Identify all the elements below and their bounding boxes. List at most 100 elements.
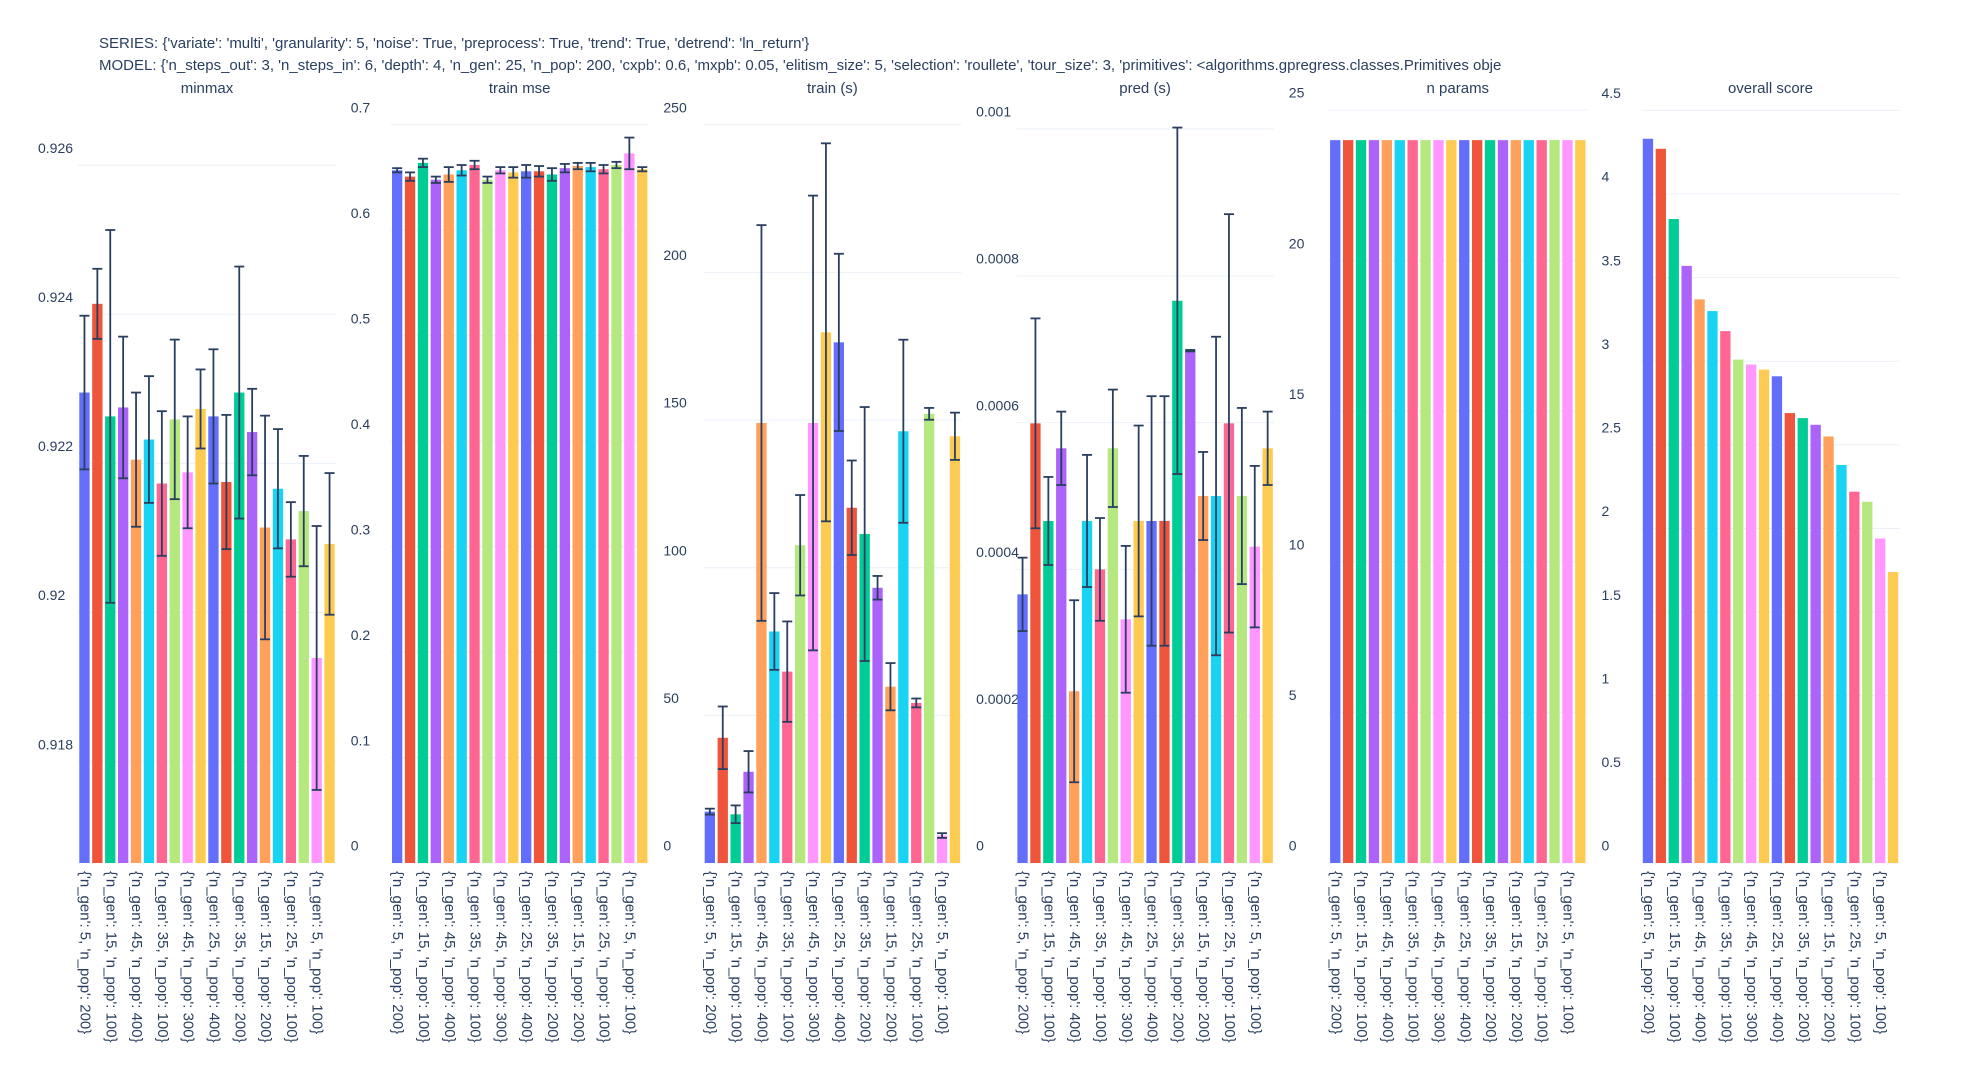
bar	[1536, 140, 1547, 863]
y-tick-label: 0.922	[38, 438, 73, 454]
bar	[1236, 496, 1248, 863]
error-bar	[846, 459, 857, 556]
x-tick-label: {'n_gen': 15, 'n_pop': 200}	[1821, 871, 1838, 1043]
error-bar	[546, 167, 557, 182]
bar	[1823, 436, 1834, 863]
x-tick-label: {'n_gen': 35, 'n_pop': 100}	[1717, 871, 1734, 1043]
y-tick-label: 0.918	[38, 736, 73, 752]
y-tick-label: 0.0008	[976, 251, 1019, 267]
y-tick-label: 0.0006	[976, 397, 1019, 413]
error-bar	[156, 410, 167, 557]
error-bar	[572, 161, 583, 171]
error-bar	[534, 165, 545, 178]
y-tick-label: 0	[1602, 838, 1610, 854]
x-tick-label: {'n_gen': 35, 'n_pop': 100}	[1092, 871, 1109, 1043]
x-tick-label: {'n_gen': 35, 'n_pop': 200}	[1482, 871, 1499, 1043]
bar	[1459, 140, 1470, 863]
bar	[1745, 364, 1757, 863]
bar	[1120, 619, 1131, 863]
error-bar	[769, 592, 780, 671]
x-tick-label: {'n_gen': 25, 'n_pop': 400}	[1144, 871, 1161, 1043]
x-tick-label: {'n_gen': 25, 'n_pop': 100}	[1534, 871, 1551, 1043]
error-bar	[456, 164, 467, 177]
error-bar	[1094, 517, 1105, 622]
error-bar	[872, 575, 883, 601]
error-bar	[118, 335, 129, 480]
subplot: overall score 0 0.5 1 1.5 2 2.5 3 3.5 4 4.5 {'n_gen…	[1602, 80, 1900, 1043]
x-tick-label: {'n_gen': 5, 'n_pop': 100}	[1559, 871, 1576, 1034]
error-bar	[143, 375, 154, 504]
error-bar	[1172, 126, 1183, 475]
x-tick-label: {'n_gen': 5, 'n_pop': 200}	[76, 871, 93, 1034]
x-tick-label: {'n_gen': 25, 'n_pop': 100}	[1221, 871, 1238, 1043]
bar	[743, 771, 754, 863]
bar	[1223, 423, 1235, 863]
error-bar	[585, 161, 596, 173]
subplot: train (s) 0 50 100 150 200 250 {'n_gen': 5, 'n_…	[663, 80, 962, 1043]
error-bar	[624, 136, 635, 171]
bar	[1862, 501, 1873, 863]
error-bar	[482, 175, 493, 184]
x-tick-label: {'n_gen': 25, 'n_pop': 400}	[1769, 871, 1786, 1043]
x-tick-label: {'n_gen': 35, 'n_pop': 100}	[154, 871, 171, 1043]
bar	[391, 170, 403, 863]
y-tick-label: 15	[1289, 386, 1305, 402]
bar	[495, 170, 506, 863]
bar	[1330, 140, 1341, 863]
x-tick-label: {'n_gen': 5, 'n_pop': 200}	[389, 871, 406, 1034]
bar	[1262, 448, 1273, 863]
x-tick-label: {'n_gen': 15, 'n_pop': 200}	[1195, 871, 1212, 1043]
bar	[1056, 448, 1067, 863]
error-bar	[704, 807, 715, 816]
x-tick-label: {'n_gen': 25, 'n_pop': 400}	[831, 871, 848, 1043]
bar	[259, 527, 271, 863]
y-tick-label: 1	[1602, 670, 1610, 686]
y-tick-label: 0.0002	[976, 691, 1019, 707]
bar	[1681, 265, 1692, 863]
error-bar	[637, 166, 648, 173]
bar	[1094, 569, 1106, 863]
bar	[456, 170, 467, 863]
bar	[221, 482, 232, 863]
error-bar	[208, 348, 219, 485]
x-tick-label: {'n_gen': 35, 'n_pop': 200}	[857, 871, 874, 1043]
error-bar	[79, 314, 90, 471]
bar	[1081, 520, 1093, 863]
subplot: n params 0 5 10 15 20 25 {'n_gen': 5, 'n_pop': …	[1289, 80, 1587, 1043]
error-bar	[730, 804, 741, 825]
bar	[130, 459, 142, 863]
x-tick-label: {'n_gen': 45, 'n_pop': 400}	[1066, 871, 1083, 1043]
y-tick-label: 0	[1289, 838, 1297, 854]
error-bar	[717, 705, 728, 770]
error-bar	[169, 338, 180, 501]
subplot-title: pred (s)	[1119, 80, 1171, 97]
bar	[1758, 369, 1770, 863]
bar	[846, 507, 857, 863]
x-tick-label: {'n_gen': 15, 'n_pop': 100}	[102, 871, 119, 1043]
error-bar	[1249, 465, 1260, 629]
error-bar	[311, 525, 322, 791]
bar	[756, 422, 767, 863]
y-tick-label: 0.926	[38, 140, 73, 156]
error-bar	[833, 252, 844, 432]
bar	[949, 436, 961, 863]
bar	[1210, 496, 1222, 863]
bar	[1133, 520, 1144, 863]
y-tick-label: 50	[663, 690, 679, 706]
x-tick-label: {'n_gen': 15, 'n_pop': 100}	[1353, 871, 1370, 1043]
bar	[1497, 140, 1509, 863]
x-tick-label: {'n_gen': 25, 'n_pop': 100}	[283, 871, 300, 1043]
bar	[1707, 311, 1718, 863]
bar	[246, 432, 258, 863]
bar	[1523, 140, 1534, 863]
error-bar	[430, 175, 441, 184]
error-bar	[1159, 395, 1170, 647]
x-tick-label: {'n_gen': 5, 'n_pop': 200}	[1640, 871, 1657, 1034]
bar	[520, 171, 532, 863]
error-bar	[508, 166, 519, 179]
error-bar	[949, 411, 960, 461]
x-tick-label: {'n_gen': 45, 'n_pop': 300}	[1430, 871, 1447, 1043]
x-tick-label: {'n_gen': 5, 'n_pop': 100}	[621, 871, 638, 1034]
x-tick-label: {'n_gen': 15, 'n_pop': 200}	[882, 871, 899, 1043]
